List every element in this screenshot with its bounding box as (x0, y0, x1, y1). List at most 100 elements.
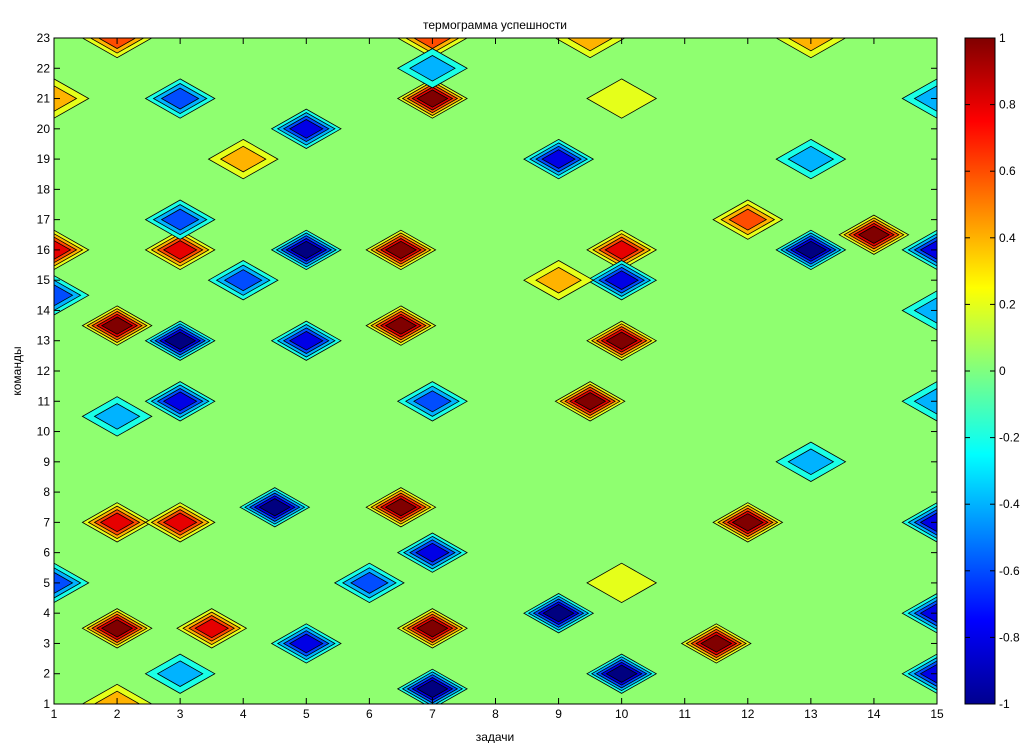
contour-peak (586, 653, 658, 694)
contour-level (913, 388, 937, 415)
contour-peak (901, 593, 937, 634)
plot-area (53, 37, 938, 705)
contour-level (857, 225, 891, 244)
contour-level (162, 512, 198, 533)
contour-peak (144, 199, 216, 240)
y-tick-label: 8 (43, 485, 50, 499)
colorbar-tick-label: -1 (999, 697, 1010, 711)
contour-level (384, 498, 418, 517)
x-tick-label: 10 (615, 707, 629, 721)
contour-peak (775, 441, 847, 482)
y-tick-label: 10 (37, 425, 51, 439)
contour-level (605, 664, 638, 683)
contour-peak (586, 320, 658, 361)
contour-peak (396, 532, 468, 573)
contour-peak (775, 138, 847, 180)
colorbar-tick-label: 0.6 (999, 164, 1016, 178)
y-axis-label: команды (10, 346, 24, 395)
contour-peak (396, 668, 468, 704)
contour-level (384, 240, 418, 260)
contour-peak (365, 487, 437, 528)
chart-title: термограмма успешности (423, 18, 567, 32)
contour-level (604, 240, 639, 260)
contour-level (162, 240, 198, 260)
contour-level (99, 512, 135, 533)
x-tick-label: 13 (804, 707, 818, 721)
contour-level (350, 571, 389, 594)
contour-peak (144, 320, 216, 361)
x-axis-ticks: 1 2 3 4 5 6 7 8 9 10 11 12 13 14 15 (51, 38, 944, 721)
y-tick-label: 17 (37, 213, 51, 227)
contour-peak (586, 78, 658, 119)
colorbar-ticks: -1 -0.8 -0.6 -0.4 -0.2 0 0.2 0.4 0.6 0.8 1 (965, 31, 1020, 711)
x-tick-label: 11 (678, 707, 691, 721)
y-tick-label: 18 (37, 182, 51, 196)
contour-level (913, 85, 937, 112)
contour-level (700, 634, 733, 653)
contour-peak (901, 502, 937, 543)
contour-peak (144, 502, 216, 543)
contour-peak (396, 78, 468, 119)
y-tick-label: 1 (43, 697, 50, 711)
contour-level (100, 619, 134, 638)
contour-peak (144, 381, 216, 422)
y-tick-label: 23 (37, 31, 51, 45)
x-tick-label: 5 (303, 707, 310, 721)
contour-level (194, 618, 230, 639)
contour-level (794, 240, 827, 260)
contour-peak (207, 138, 279, 180)
y-tick-label: 14 (37, 303, 51, 317)
contour-peak (333, 562, 405, 604)
contour-peak (54, 275, 90, 316)
contour-peak (396, 608, 468, 649)
contour-level (604, 270, 639, 290)
contour-level (288, 330, 324, 351)
y-tick-label: 13 (37, 334, 51, 348)
contour-level (160, 208, 200, 231)
colorbar-tick-label: 0.8 (999, 98, 1016, 112)
x-tick-label: 14 (867, 707, 881, 721)
contour-peak (365, 229, 437, 271)
contour-peak (270, 229, 342, 271)
contour-peak (54, 78, 90, 119)
contour-level (787, 448, 835, 476)
contour-peak (523, 138, 595, 180)
contour-level (586, 562, 658, 604)
contour-peak (176, 608, 248, 649)
contour-level (384, 316, 418, 335)
contour-peak (838, 214, 910, 255)
contour-peak (144, 229, 216, 271)
contour-level (586, 78, 658, 119)
contour-level (93, 690, 141, 704)
contour-peak (901, 229, 937, 271)
y-tick-label: 16 (37, 243, 51, 257)
contour-peak (901, 381, 937, 422)
y-tick-label: 15 (37, 273, 51, 287)
contour-peak (144, 653, 216, 694)
x-tick-label: 9 (555, 707, 562, 721)
contour-level (573, 392, 607, 411)
contour-level (156, 660, 204, 687)
colorbar-tick-label: -0.8 (999, 630, 1020, 644)
contour-peak (365, 305, 437, 346)
contour-peak (81, 38, 153, 59)
y-tick-label: 4 (43, 606, 50, 620)
x-tick-label: 7 (429, 707, 436, 721)
contour-level (566, 38, 614, 52)
contour-level (919, 603, 937, 623)
colorbar-tick-label: -0.6 (999, 564, 1020, 578)
contour-level (731, 513, 764, 532)
contour-level (290, 240, 323, 260)
contour-level (919, 512, 937, 533)
y-tick-label: 3 (43, 636, 50, 650)
contour-level (787, 38, 835, 52)
x-axis-label: задачи (476, 730, 515, 743)
contour-level (164, 331, 197, 350)
contour-peak (901, 78, 937, 119)
contour-level (416, 89, 449, 108)
contour-peak (680, 623, 752, 664)
contour-level (100, 316, 134, 335)
contour-level (416, 619, 449, 638)
contour-level (54, 571, 74, 594)
